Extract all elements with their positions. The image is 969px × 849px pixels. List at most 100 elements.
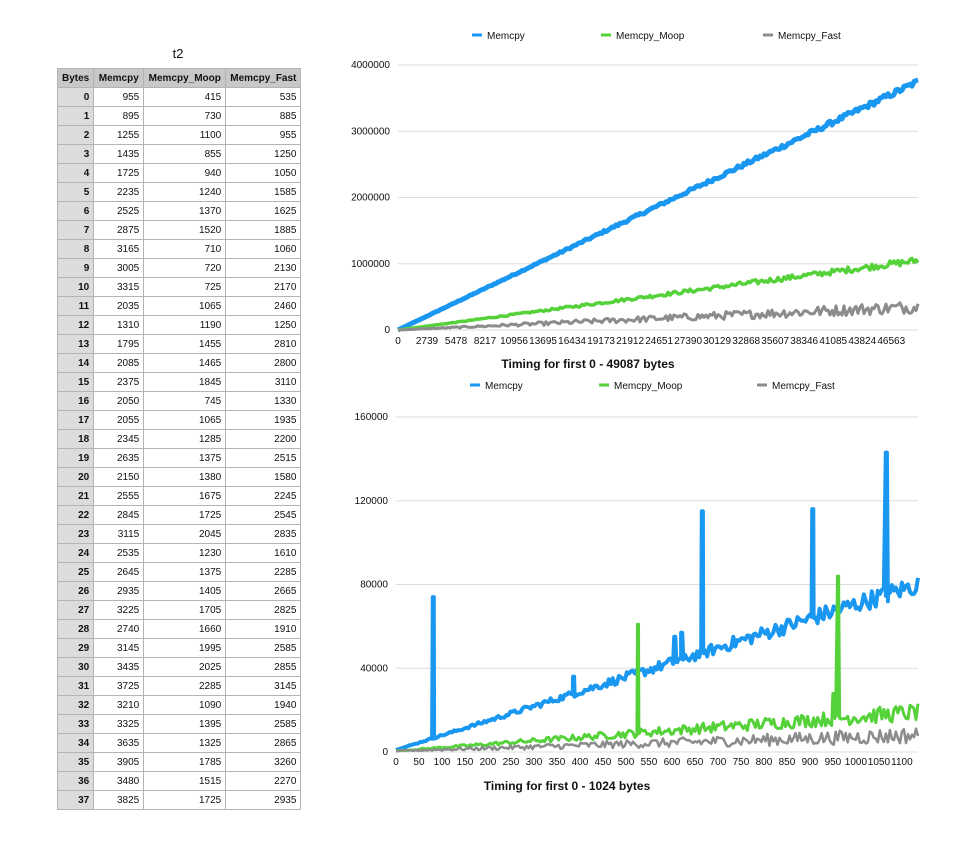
x-tick-label: 8217	[474, 336, 497, 347]
table-row: 9 3005 720 2130	[56, 258, 302, 278]
table-row: 27 3225 1705 2825	[56, 600, 302, 620]
y-tick-label: 1000000	[351, 259, 390, 270]
table-row: 2 1255 1100 955	[56, 125, 302, 145]
header-memcpy-fast[interactable]: Memcpy_Fast	[225, 68, 302, 88]
table-row: 20 2150 1380 1580	[56, 467, 302, 487]
row-byte-cell[interactable]: 27	[56, 600, 95, 620]
chart-title: Timing for first 0 - 49087 bytes	[501, 357, 674, 371]
x-tick-label: 950	[825, 757, 842, 768]
table-cell[interactable]: 2935	[225, 790, 302, 810]
legend-entry: Memcpy	[485, 381, 523, 392]
x-tick-label: 1000	[845, 757, 868, 768]
header-memcpy[interactable]: Memcpy	[93, 68, 145, 88]
x-tick-label: 300	[526, 757, 543, 768]
row-byte-cell[interactable]: 26	[56, 581, 95, 601]
x-tick-label: 550	[641, 757, 658, 768]
x-tick-label: 16434	[558, 336, 586, 347]
row-byte-cell[interactable]: 30	[56, 657, 95, 677]
x-tick-label: 200	[480, 757, 497, 768]
row-byte-cell[interactable]: 35	[56, 752, 95, 772]
table-row: 34 3635 1325 2865	[56, 733, 302, 753]
table-cell[interactable]: 1585	[225, 182, 302, 202]
row-byte-cell[interactable]: 2	[56, 125, 95, 145]
row-byte-cell[interactable]: 16	[56, 391, 95, 411]
x-tick-label: 600	[664, 757, 681, 768]
row-byte-cell[interactable]: 25	[56, 562, 95, 582]
row-byte-cell[interactable]: 34	[56, 733, 95, 753]
x-tick-label: 10956	[500, 336, 528, 347]
series-line-memcpy-fast	[396, 727, 920, 753]
row-byte-cell[interactable]: 19	[56, 448, 95, 468]
table-row: 19 2635 1375 2515	[56, 448, 302, 468]
table-row: 21 2555 1675 2245	[56, 486, 302, 506]
x-tick-label: 450	[595, 757, 612, 768]
row-byte-cell[interactable]: 23	[56, 524, 95, 544]
table-body: 0 955 415 535 1 895 730 885 2 1255 1100 955 3 1435 855…	[56, 87, 302, 810]
series-line-memcpy	[396, 77, 919, 333]
row-byte-cell[interactable]: 9	[56, 258, 95, 278]
y-tick-label: 0	[384, 325, 390, 336]
x-tick-label: 30129	[703, 336, 731, 347]
table-row: 26 2935 1405 2665	[56, 581, 302, 601]
table-header-row: Bytes Memcpy Memcpy_Moop Memcpy_Fast	[56, 68, 302, 88]
row-byte-cell[interactable]: 32	[56, 695, 95, 715]
x-tick-label: 800	[756, 757, 773, 768]
x-tick-label: 41085	[819, 336, 847, 347]
x-tick-label: 1100	[891, 757, 913, 768]
x-tick-label: 350	[549, 757, 566, 768]
row-byte-cell[interactable]: 37	[56, 790, 95, 810]
x-tick-label: 250	[503, 757, 520, 768]
header-bytes[interactable]: Bytes	[56, 68, 95, 88]
row-byte-cell[interactable]: 18	[56, 429, 95, 449]
table-cell[interactable]: 2170	[225, 277, 302, 297]
row-byte-cell[interactable]: 31	[56, 676, 95, 696]
table-row: 12 1310 1190 1250	[56, 315, 302, 335]
table-row: 32 3210 1090 1940	[56, 695, 302, 715]
x-tick-label: 5478	[445, 336, 468, 347]
series-line-memcpy	[395, 450, 920, 752]
x-tick-label: 50	[413, 757, 425, 768]
row-byte-cell[interactable]: 21	[56, 486, 95, 506]
legend-entry: Memcpy_Fast	[778, 31, 841, 42]
table-row: 14 2085 1465 2800	[56, 353, 302, 373]
y-tick-label: 160000	[355, 412, 389, 423]
x-tick-label: 400	[572, 757, 589, 768]
table-cell[interactable]: 2200	[225, 429, 302, 449]
x-tick-label: 19173	[587, 336, 615, 347]
row-byte-cell[interactable]: 29	[56, 638, 95, 658]
x-tick-label: 100	[434, 757, 451, 768]
row-byte-cell[interactable]: 6	[56, 201, 95, 221]
chart-1: 0 1000000 2000000 3000000 4000000 0 2739 5478 82…	[351, 31, 920, 371]
table-cell[interactable]: 2460	[225, 296, 302, 316]
table-row: 35 3905 1785 3260	[56, 752, 302, 772]
x-tick-label: 750	[733, 757, 750, 768]
x-tick-label: 2739	[416, 336, 439, 347]
x-tick-label: 850	[779, 757, 796, 768]
table-row: 37 3825 1725 2935	[56, 790, 302, 810]
row-byte-cell[interactable]: 11	[56, 296, 95, 316]
row-byte-cell[interactable]: 24	[56, 543, 95, 563]
x-tick-label: 21912	[616, 336, 644, 347]
x-tick-label: 150	[457, 757, 474, 768]
row-byte-cell[interactable]: 8	[56, 239, 95, 259]
x-tick-label: 38346	[790, 336, 818, 347]
row-byte-cell[interactable]: 36	[56, 771, 95, 791]
row-byte-cell[interactable]: 12	[56, 315, 95, 335]
series-line-memcpy-fast	[397, 301, 920, 332]
table-row: 24 2535 1230 1610	[56, 543, 302, 563]
row-byte-cell[interactable]: 3	[56, 144, 95, 164]
table-row: 11 2035 1065 2460	[56, 296, 302, 316]
row-byte-cell[interactable]: 17	[56, 410, 95, 430]
row-byte-cell[interactable]: 14	[56, 353, 95, 373]
x-tick-label: 0	[395, 336, 401, 347]
y-tick-label: 3000000	[351, 126, 390, 137]
chart-2: 0 40000 80000 120000 160000 0 50 100 150 200 250 30…	[355, 381, 920, 793]
table-row: 23 3115 2045 2835	[56, 524, 302, 544]
table-row: 31 3725 2285 3145	[56, 676, 302, 696]
y-tick-label: 40000	[360, 663, 388, 674]
row-byte-cell[interactable]: 7	[56, 220, 95, 240]
x-tick-label: 500	[618, 757, 635, 768]
x-tick-label: 1050	[868, 757, 891, 768]
row-byte-cell[interactable]: 4	[56, 163, 95, 183]
